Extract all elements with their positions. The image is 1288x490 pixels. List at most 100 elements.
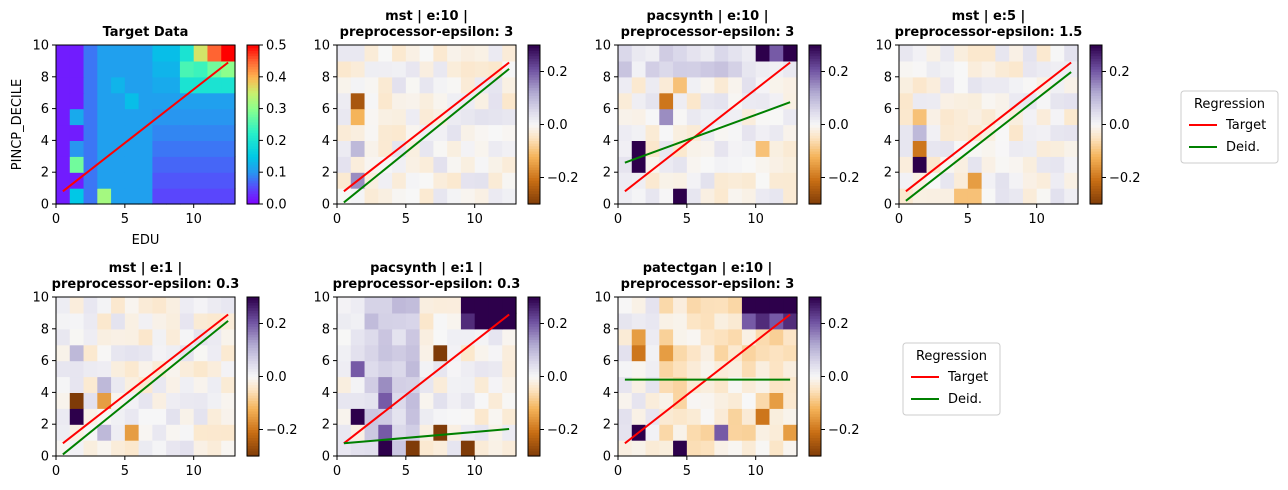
colorbar-segment	[1090, 58, 1102, 62]
heatmap-cell	[447, 108, 462, 126]
heatmap-cell	[1050, 172, 1065, 189]
colorbar-segment	[1090, 198, 1102, 202]
heatmap-cell	[166, 108, 181, 126]
colorbar-segment	[247, 148, 259, 152]
heatmap-cell	[981, 108, 996, 126]
colorbar-tick-label: 0.2	[828, 317, 849, 332]
heatmap-cell	[207, 140, 222, 157]
colorbar-segment	[809, 304, 821, 309]
heatmap-cell	[193, 344, 209, 362]
regression-line-target	[905, 61, 1072, 193]
colorbar-segment	[247, 95, 259, 99]
heatmap-cell	[405, 172, 421, 189]
colorbar-segment	[528, 334, 540, 338]
heatmap-cell	[783, 92, 798, 110]
heatmap-cell	[981, 156, 996, 173]
colorbar-segment	[247, 177, 259, 181]
heatmap-cell	[502, 92, 517, 110]
heatmap-cell	[69, 392, 85, 409]
colorbar-segment	[247, 387, 259, 391]
colorbar-segment	[247, 400, 259, 404]
colorbar-segment	[247, 60, 259, 65]
heatmap-cell	[392, 328, 407, 346]
colorbar-segment	[247, 339, 259, 343]
heatmap-cell	[56, 408, 71, 425]
heatmap-cell	[378, 172, 393, 189]
colorbar-segment	[528, 429, 540, 433]
heatmap-cell	[714, 45, 729, 62]
colorbar-segment	[528, 360, 540, 364]
heatmap-cell	[221, 440, 236, 457]
y-tick-label: 4	[884, 134, 892, 149]
heatmap-cell	[700, 92, 715, 110]
heatmap-cell	[1009, 124, 1024, 141]
colorbar-segment	[247, 328, 259, 333]
colorbar-segment	[247, 182, 259, 187]
heatmap-cell	[392, 360, 407, 378]
heatmap-cell	[69, 344, 85, 362]
colorbar-segment	[809, 307, 821, 311]
heatmap-cell	[728, 124, 743, 141]
heatmap-cell	[221, 92, 236, 110]
heatmap-cell	[419, 76, 434, 94]
heatmap-cell	[700, 76, 715, 94]
colorbar-segment	[528, 326, 540, 330]
chart-title-line: patectgan | e:10 |	[643, 261, 773, 276]
colorbar-segment	[809, 389, 821, 393]
colorbar-segment	[247, 87, 259, 91]
colorbar-segment	[809, 71, 821, 75]
heatmap-cell	[631, 140, 647, 157]
heatmap-cell	[618, 156, 633, 173]
heatmap-cell	[714, 440, 729, 457]
heatmap-cell	[783, 424, 798, 441]
heatmap-cell	[364, 440, 379, 457]
heatmap-cell	[673, 108, 688, 126]
legend-entry-label: Deid.	[948, 392, 982, 407]
heatmap-cell	[378, 140, 393, 157]
colorbar-segment	[247, 395, 259, 399]
heatmap-cell	[954, 76, 969, 94]
heatmap-cell	[1022, 172, 1038, 189]
heatmap-cell	[433, 124, 448, 141]
x-tick-label: 10	[466, 464, 483, 479]
heatmap-cell	[221, 188, 236, 205]
y-tick-label: 4	[41, 386, 49, 401]
heatmap-cell	[166, 156, 181, 173]
heatmap-cell	[350, 140, 366, 157]
colorbar-segment	[247, 129, 259, 134]
heatmap-cell	[502, 344, 517, 362]
colorbar-segment	[528, 74, 540, 78]
heatmap-cell	[728, 297, 743, 314]
colorbar-segment	[528, 323, 540, 327]
heatmap-cell	[111, 45, 126, 62]
heatmap-cell	[645, 360, 660, 378]
colorbar-segment	[809, 121, 821, 126]
colorbar-tick-label: 0.2	[547, 317, 568, 332]
regression-line-deid	[343, 68, 510, 204]
heatmap-cell	[926, 92, 941, 110]
colorbar-segment	[528, 63, 540, 67]
heatmap-cell	[124, 188, 140, 205]
heatmap-cell	[56, 140, 71, 157]
heatmap-cell	[783, 45, 798, 62]
colorbar-segment	[809, 151, 821, 155]
heatmap-cell	[1009, 140, 1024, 157]
colorbar-segment	[528, 52, 540, 57]
heatmap-cell	[364, 344, 379, 362]
heatmap-cell	[1009, 45, 1024, 62]
heatmap-cell	[447, 376, 462, 393]
heatmap-cell	[673, 408, 688, 425]
heatmap-cell	[207, 408, 222, 425]
heatmap-cell	[783, 440, 798, 457]
heatmap-cell	[447, 140, 462, 157]
colorbar-segment	[247, 90, 259, 94]
colorbar-segment	[528, 445, 540, 449]
colorbar-segment	[1090, 145, 1102, 149]
regression-line-deid	[62, 320, 229, 456]
heatmap-cell	[1064, 124, 1079, 141]
heatmap-cell	[56, 392, 71, 409]
heatmap-cell	[1022, 188, 1038, 205]
heatmap-cell	[83, 156, 98, 173]
colorbar-segment	[247, 426, 259, 431]
